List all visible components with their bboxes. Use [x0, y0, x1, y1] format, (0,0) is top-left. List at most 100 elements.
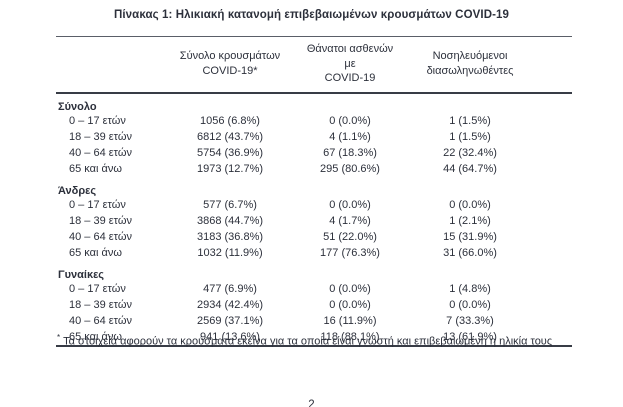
section-header-row: Σύνολο [56, 93, 572, 113]
table-row: 18 – 39 ετών 3868 (44.7%) 4 (1.7%) 1 (2.1%) [56, 213, 572, 229]
row-label: 65 και άνω [69, 162, 122, 175]
table-row: 65 και άνω 1032 (11.9%) 177 (76.3%) 31 (66.… [56, 245, 572, 261]
row-label: 0 – 17 ετών [69, 114, 126, 127]
cases-cell: 941 (13.6%) [200, 330, 260, 343]
header-line: Θάνατοι ασθενών με [306, 43, 394, 70]
empty-cell [540, 93, 572, 113]
row-label: 0 – 17 ετών [69, 198, 126, 211]
intubated-cell: 22 (32.4%) [443, 146, 497, 159]
empty-cell [300, 177, 400, 197]
header-line: COVID-19* [202, 64, 258, 77]
footnote-text: Τα στοιχεία αφορούν τα κρούσματα εκείνα … [63, 335, 553, 348]
intubated-cell: 1 (2.1%) [449, 214, 491, 227]
table-row: 0 – 17 ετών 577 (6.7%) 0 (0.0%) 0 (0.0%) [56, 197, 572, 213]
empty-cell [400, 93, 540, 113]
table-row: 0 – 17 ετών 1056 (6.8%) 0 (0.0%) 1 (1.5%) [56, 113, 572, 129]
cases-cell: 3183 (36.8%) [196, 230, 264, 243]
empty-cell [160, 177, 300, 197]
intubated-cell: 1 (4.8%) [449, 282, 491, 295]
cases-cell: 6812 (43.7%) [196, 130, 264, 143]
cases-cell: 1032 (11.9%) [197, 246, 263, 259]
table-row: 65 και άνω 1973 (12.7%) 295 (80.6%) 44 (64.… [56, 161, 572, 177]
cases-cell: 1973 (12.7%) [196, 162, 264, 175]
row-label: 18 – 39 ετών [69, 130, 132, 143]
header-row: Σύνολο κρουσμάτων COVID-19* Θάνατοι ασθε… [56, 37, 572, 93]
cases-cell: 477 (6.9%) [203, 282, 257, 295]
deaths-cell: 0 (0.0%) [329, 114, 371, 127]
empty-cell [160, 93, 300, 113]
row-label: 65 και άνω [69, 246, 122, 259]
spacer-cell [540, 129, 572, 145]
deaths-cell: 0 (0.0%) [329, 198, 371, 211]
deaths-cell: 4 (1.1%) [329, 130, 371, 143]
empty-cell [540, 261, 572, 281]
intubated-cell: 1 (1.5%) [449, 130, 491, 143]
header-line: COVID-19 [324, 72, 376, 84]
table-row: 18 – 39 ετών 2934 (42.4%) 0 (0.0%) 0 (0.0%) [56, 297, 572, 313]
deaths-cell: 177 (76.3%) [320, 246, 380, 259]
section-header-row: Γυναίκες [56, 261, 572, 281]
empty-cell [160, 261, 300, 281]
header-line: Σύνολο κρουσμάτων [179, 50, 281, 63]
deaths-cell: 51 (22.0%) [323, 230, 377, 243]
cases-cell: 2934 (42.4%) [196, 298, 264, 311]
table-row: 65 και άνω 941 (13.6%) 118 (88.1%) 13 (61.9… [56, 329, 572, 345]
spacer-cell [540, 145, 572, 161]
intubated-cell: 13 (61.9%) [443, 330, 497, 343]
spacer-cell [540, 161, 572, 177]
cases-cell: 577 (6.7%) [203, 198, 257, 211]
footnote-marker: * [57, 333, 61, 342]
section-name: Σύνολο [58, 100, 97, 113]
footnote: * Τα στοιχεία αφορούν τα κρούσματα εκείνα… [57, 333, 579, 348]
table-body: Σύνολο 0 – 17 ετών 1056 (6.8%) 0 (0.0%) 1 (1… [56, 93, 572, 345]
intubated-cell: 31 (66.0%) [443, 246, 497, 259]
intubated-cell: 44 (64.7%) [443, 162, 497, 175]
spacer-cell [540, 245, 572, 261]
empty-cell [400, 261, 540, 281]
table-header: Σύνολο κρουσμάτων COVID-19* Θάνατοι ασθε… [56, 37, 572, 93]
deaths-cell: 16 (11.9%) [323, 314, 377, 327]
table-row: 40 – 64 ετών 5754 (36.9%) 67 (18.3%) 22 (32… [56, 145, 572, 161]
row-label: 40 – 64 ετών [69, 230, 132, 243]
cases-cell: 3868 (44.7%) [196, 214, 264, 227]
header-line: Νοσηλευόμενοι [432, 50, 508, 63]
page-number: 2 [308, 399, 315, 407]
intubated-cell: 0 (0.0%) [449, 198, 491, 211]
empty-cell [540, 177, 572, 197]
table-row: 0 – 17 ετών 477 (6.9%) 0 (0.0%) 1 (4.8%) [56, 281, 572, 297]
spacer-cell [540, 197, 572, 213]
deaths-cell: 0 (0.0%) [329, 282, 371, 295]
spacer-cell [540, 229, 572, 245]
row-label: 40 – 64 ετών [69, 314, 132, 327]
section-name: Γυναίκες [58, 268, 105, 281]
intubated-cell: 15 (31.9%) [443, 230, 497, 243]
empty-cell [400, 177, 540, 197]
spacer-cell [540, 113, 572, 129]
deaths-cell: 4 (1.7%) [329, 214, 371, 227]
intubated-cell: 0 (0.0%) [449, 298, 491, 311]
row-label: 40 – 64 ετών [69, 146, 132, 159]
row-label: 65 και άνω [69, 330, 122, 343]
intubated-cell: 7 (33.3%) [446, 314, 494, 327]
table-title: Πίνακας 1: Ηλικιακή κατανομή επιβεβαιωμέ… [113, 9, 510, 21]
spacer-cell [540, 313, 572, 329]
intubated-cell: 1 (1.5%) [449, 114, 491, 127]
spacer-column-header [540, 37, 572, 93]
deaths-cell: 295 (80.6%) [320, 162, 380, 175]
cases-cell: 2569 (37.1%) [196, 314, 264, 327]
empty-cell [300, 93, 400, 113]
row-label: 18 – 39 ετών [69, 298, 132, 311]
table-row: 40 – 64 ετών 3183 (36.8%) 51 (22.0%) 15 (31… [56, 229, 572, 245]
deaths-cell: 0 (0.0%) [329, 298, 371, 311]
cases-cell: 5754 (36.9%) [196, 146, 264, 159]
empty-cell [300, 261, 400, 281]
covid-age-table-grid: Σύνολο κρουσμάτων COVID-19* Θάνατοι ασθε… [56, 37, 572, 345]
spacer-cell [540, 281, 572, 297]
column-header-cases: Σύνολο κρουσμάτων COVID-19* [160, 37, 300, 93]
column-header-intubated: Νοσηλευόμενοι διασωληνωθέντες [400, 37, 540, 93]
row-label: 18 – 39 ετών [69, 214, 132, 227]
column-header-deaths: Θάνατοι ασθενών με COVID-19 [300, 37, 400, 93]
covid-age-table: Σύνολο κρουσμάτων COVID-19* Θάνατοι ασθε… [56, 36, 572, 347]
table-row: 40 – 64 ετών 2569 (37.1%) 16 (11.9%) 7 (33.… [56, 313, 572, 329]
